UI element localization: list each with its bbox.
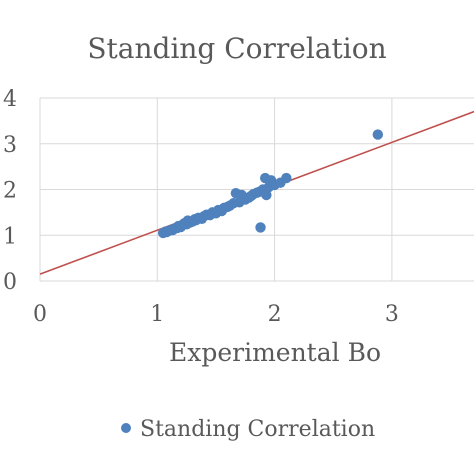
y-tick-label: 3 bbox=[3, 133, 17, 158]
x-tick-label: 1 bbox=[150, 302, 164, 327]
y-tick-label: 1 bbox=[3, 224, 17, 249]
y-tick-label: 0 bbox=[3, 270, 17, 295]
data-points bbox=[157, 129, 384, 239]
legend: Standing Correlation bbox=[121, 417, 375, 442]
y-tick-label: 2 bbox=[3, 179, 17, 204]
data-point bbox=[281, 172, 292, 184]
x-tick-label: 2 bbox=[268, 302, 282, 327]
x-tick-label: 3 bbox=[385, 302, 399, 327]
x-tick-label: 0 bbox=[33, 302, 47, 327]
tick-labels: 0 1 2 3 4 0 1 2 3 bbox=[3, 87, 399, 327]
y-tick-label: 4 bbox=[3, 87, 17, 112]
data-point bbox=[372, 129, 384, 140]
chart-title: Standing Correlation bbox=[87, 32, 386, 65]
legend-marker bbox=[121, 423, 131, 433]
x-axis-label: Experimental Bo bbox=[169, 338, 381, 367]
legend-label: Standing Correlation bbox=[140, 417, 375, 442]
data-point bbox=[255, 222, 266, 233]
